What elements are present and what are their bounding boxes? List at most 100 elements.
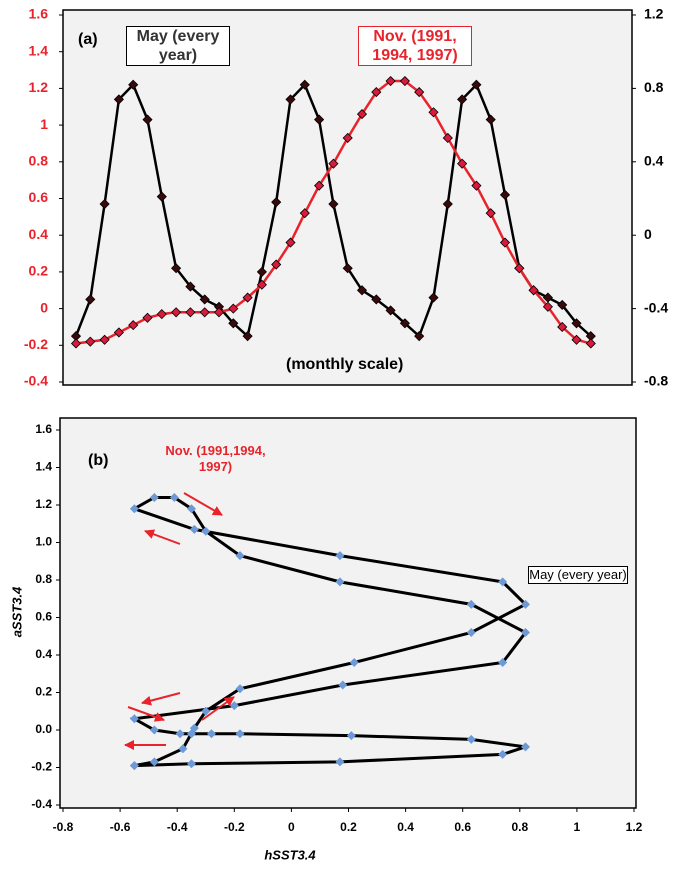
panel-b: 1.61.41.21.00.80.60.40.20.0-0.2-0.4-0.8-… [9, 422, 642, 862]
point [542, 301, 553, 312]
point [385, 75, 396, 87]
point [129, 714, 139, 724]
point [428, 292, 439, 303]
point [242, 292, 253, 303]
point [271, 259, 282, 270]
arrow [144, 529, 181, 545]
point [169, 493, 179, 502]
point [385, 305, 396, 316]
point [142, 114, 153, 125]
y-tick-label: 1.0 [35, 535, 52, 549]
point [371, 87, 382, 98]
point [457, 158, 468, 169]
point [471, 79, 482, 90]
point [342, 263, 353, 274]
point [557, 321, 568, 333]
point [485, 208, 496, 219]
y-tick-label: 1.2 [29, 79, 49, 95]
y-tick-label: 0.6 [29, 189, 49, 205]
x-axis-label: hSST3.4 [264, 847, 316, 862]
y-tick-label: 0.4 [35, 647, 52, 661]
y-tick-label: 0.8 [29, 153, 49, 169]
point [299, 79, 310, 90]
x-tick-label: 0.6 [454, 820, 471, 834]
y2-tick-label: 1.2 [644, 6, 664, 22]
y-axis-label: aSST3.4 [9, 586, 24, 637]
point [99, 334, 110, 345]
point [498, 658, 508, 667]
point [128, 79, 139, 90]
point [156, 309, 167, 320]
point [457, 94, 468, 105]
point [342, 132, 353, 144]
y-tick-label: 1 [40, 116, 48, 132]
point [346, 731, 356, 741]
point [314, 180, 325, 191]
point [442, 198, 453, 210]
point [498, 577, 508, 587]
point [206, 729, 216, 739]
point [485, 114, 496, 125]
point [128, 320, 139, 331]
point [85, 336, 96, 347]
point [442, 132, 453, 144]
point [428, 107, 439, 118]
point [571, 318, 582, 329]
point [338, 680, 348, 690]
point [414, 87, 425, 98]
point [399, 75, 410, 87]
point [256, 266, 267, 277]
point [129, 761, 139, 771]
point [149, 757, 159, 767]
x-tick-label: -0.4 [167, 820, 188, 834]
point [242, 331, 253, 342]
annotation: (monthly scale) [286, 356, 404, 373]
point [149, 493, 159, 502]
point [514, 263, 525, 274]
annotation: Nov. (1991,1994, 1997) [165, 443, 266, 474]
point [70, 338, 82, 349]
x-tick-label: -0.2 [224, 820, 245, 834]
point [371, 294, 382, 305]
point [314, 114, 325, 125]
point [186, 759, 196, 769]
point [186, 504, 196, 514]
point [113, 94, 124, 105]
point [335, 757, 345, 767]
y-tick-label: -0.2 [31, 760, 52, 774]
point [201, 706, 211, 716]
y-tick-label: 1.4 [29, 42, 49, 58]
point [521, 628, 531, 637]
point [521, 742, 531, 752]
point [213, 307, 225, 318]
y-tick-label: 1.2 [35, 497, 52, 511]
point [171, 307, 182, 318]
point [189, 524, 199, 534]
y2-tick-label: -0.4 [644, 299, 668, 315]
point [466, 599, 476, 609]
point [201, 526, 211, 536]
point [285, 237, 296, 248]
y-tick-label: 1.6 [35, 422, 52, 436]
x-tick-label: 1.2 [626, 820, 643, 834]
point [356, 285, 368, 296]
point [335, 551, 345, 561]
y-tick-label: 0.2 [29, 263, 49, 279]
point [271, 197, 282, 208]
x-tick-label: 0 [288, 820, 295, 834]
point [356, 109, 368, 120]
x-tick-label: 0.8 [511, 820, 528, 834]
x-tick-label: 0.4 [397, 820, 414, 834]
y-tick-label: 1.6 [29, 6, 49, 22]
point [189, 723, 199, 733]
point [285, 94, 296, 105]
point [466, 734, 476, 744]
point [85, 294, 96, 305]
point [228, 318, 239, 329]
point [328, 198, 339, 210]
y-tick-label: 1.4 [35, 460, 52, 474]
point [571, 334, 582, 345]
point [498, 749, 508, 759]
